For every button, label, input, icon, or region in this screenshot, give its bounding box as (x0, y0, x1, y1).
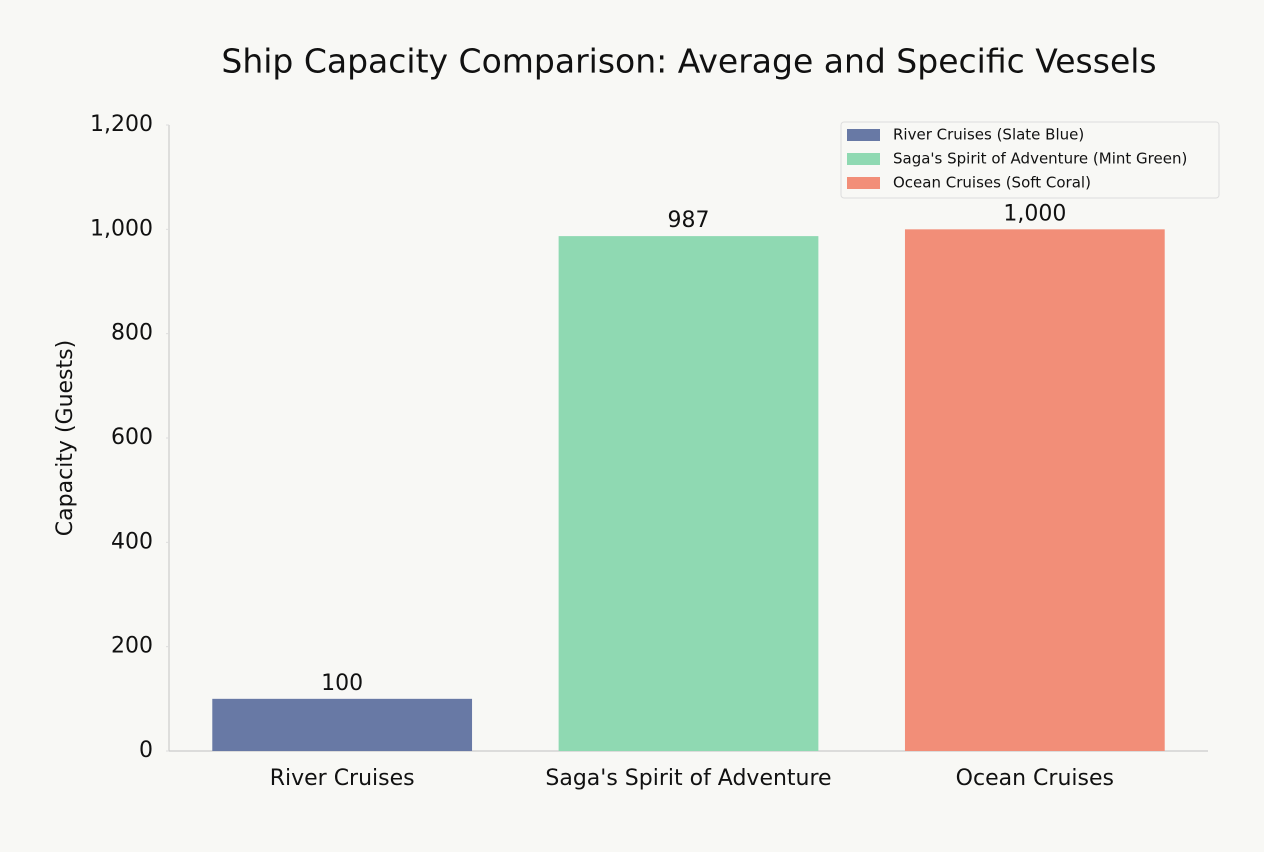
y-tick-label: 200 (111, 634, 153, 659)
y-tick-label: 0 (139, 738, 153, 763)
legend-swatch (847, 153, 880, 165)
y-axis-label: Capacity (Guests) (53, 340, 78, 536)
data-label: 1,000 (1003, 201, 1066, 226)
y-tick-label: 600 (111, 425, 153, 450)
bar (904, 229, 1165, 752)
x-tick-label: Saga's Spirit of Adventure (545, 766, 831, 791)
legend-swatch (847, 129, 880, 141)
legend-swatch (847, 177, 880, 189)
y-tick-label: 1,200 (90, 112, 153, 137)
legend-label: River Cruises (Slate Blue) (893, 126, 1084, 144)
legend-label: Ocean Cruises (Soft Coral) (893, 174, 1091, 192)
y-tick-label: 800 (111, 321, 153, 346)
data-label: 987 (668, 208, 710, 233)
bar (558, 236, 819, 752)
legend-label: Saga's Spirit of Adventure (Mint Green) (893, 150, 1187, 168)
y-tick-label: 400 (111, 529, 153, 554)
bar (212, 698, 473, 751)
chart-title: Ship Capacity Comparison: Average and Sp… (221, 42, 1156, 81)
x-tick-label: River Cruises (270, 766, 415, 791)
legend-box (840, 121, 1220, 199)
data-label: 100 (321, 671, 363, 696)
x-tick-label: Ocean Cruises (956, 766, 1114, 791)
y-tick-label: 1,000 (90, 216, 153, 241)
